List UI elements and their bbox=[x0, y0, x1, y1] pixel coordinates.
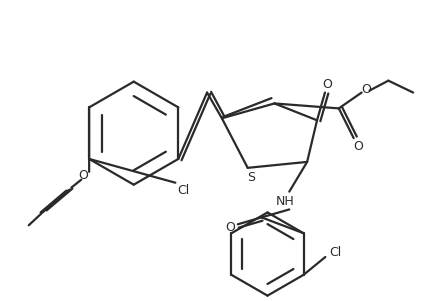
Text: O: O bbox=[362, 83, 371, 96]
Text: O: O bbox=[322, 78, 332, 91]
Text: O: O bbox=[225, 221, 235, 234]
Text: NH: NH bbox=[276, 195, 295, 208]
Text: O: O bbox=[354, 140, 363, 153]
Text: Cl: Cl bbox=[329, 246, 341, 259]
Text: O: O bbox=[78, 169, 88, 182]
Text: Cl: Cl bbox=[177, 184, 190, 197]
Text: S: S bbox=[247, 171, 255, 184]
